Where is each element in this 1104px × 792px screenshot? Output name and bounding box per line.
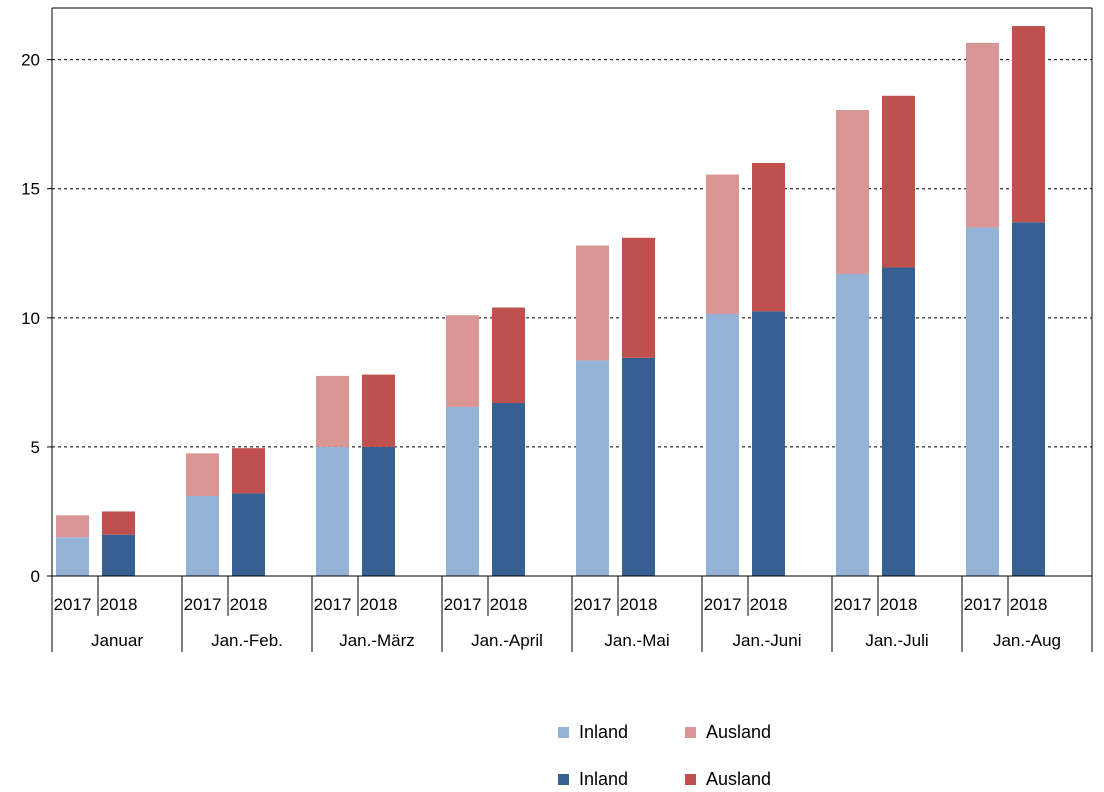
legend-item-2018-inland: Inland: [558, 769, 628, 790]
bar-2017-inland-4: [576, 360, 609, 576]
group-label-2: Jan.-März: [339, 631, 415, 650]
y-tick-label-15: 15: [21, 180, 40, 199]
bar-2017-ausland-2: [316, 375, 349, 447]
legend: Inland Ausland Inland Ausland: [558, 722, 818, 792]
year-label-2018-6: 2018: [880, 595, 918, 614]
bar-2018-inland-5: [752, 311, 785, 576]
bar-2017-ausland-0: [56, 515, 89, 538]
bar-2018-ausland-4: [622, 237, 655, 358]
group-label-7: Jan.-Aug: [993, 631, 1061, 650]
year-label-2018-4: 2018: [620, 595, 658, 614]
group-label-1: Jan.-Feb.: [211, 631, 283, 650]
year-label-2018-7: 2018: [1010, 595, 1048, 614]
bar-2017-ausland-6: [836, 109, 869, 274]
bar-2018-inland-0: [102, 534, 135, 576]
legend-label-2017-inland: Inland: [579, 722, 629, 742]
bar-2017-ausland-3: [446, 315, 479, 407]
stacked-bar-chart: 0 5 10 15 20 2017 2018 Januar 2017 2018 Jan.-Feb.…: [21, 7, 1093, 652]
x-axis-labels: 2017 2018 Januar 2017 2018 Jan.-Feb. 2017 2018 J…: [54, 595, 1061, 650]
group-label-6: Jan.-Juli: [865, 631, 928, 650]
bar-2018-inland-6: [882, 267, 915, 576]
y-tick-label-20: 20: [21, 51, 40, 70]
bar-2017-inland-7: [966, 227, 999, 577]
bar-2018-ausland-3: [492, 307, 525, 404]
legend-row-2018: Inland Ausland: [558, 769, 818, 791]
bar-2018-ausland-6: [882, 95, 915, 268]
legend-item-2017-inland: Inland: [558, 722, 628, 743]
group-label-3: Jan.-April: [471, 631, 543, 650]
bar-2017-ausland-1: [186, 453, 219, 496]
axes: [47, 7, 1093, 652]
bar-2017-inland-1: [186, 495, 219, 576]
year-label-2018-3: 2018: [490, 595, 528, 614]
year-label-2017-2: 2017: [314, 595, 352, 614]
legend-label-2018-ausland: Ausland: [706, 769, 772, 789]
year-label-2017-4: 2017: [574, 595, 612, 614]
legend-label-2018-inland: Inland: [579, 769, 629, 789]
bar-2018-ausland-5: [752, 162, 785, 312]
bar-2018-inland-1: [232, 493, 265, 576]
bar-2018-inland-2: [362, 446, 395, 576]
legend-label-2017-ausland: Ausland: [706, 722, 772, 742]
year-label-2018-2: 2018: [360, 595, 398, 614]
year-label-2017-7: 2017: [964, 595, 1002, 614]
legend-item-2018-ausland: Ausland: [685, 769, 771, 790]
y-tick-label-0: 0: [31, 567, 40, 586]
legend-row-2017: Inland Ausland: [558, 722, 818, 744]
bar-2018-ausland-7: [1012, 26, 1045, 223]
year-label-2017-3: 2017: [444, 595, 482, 614]
year-label-2017-6: 2017: [834, 595, 872, 614]
y-axis-tick-labels: 0 5 10 15 20: [21, 51, 40, 586]
legend-swatch-2018-inland: [558, 774, 569, 785]
bar-2017-ausland-7: [966, 42, 999, 228]
bars: [56, 26, 1045, 577]
y-tick-label-10: 10: [21, 309, 40, 328]
gridlines: [52, 59, 1092, 448]
bar-2018-inland-4: [622, 357, 655, 576]
year-label-2017-1: 2017: [184, 595, 222, 614]
group-label-4: Jan.-Mai: [604, 631, 669, 650]
year-label-2017-0: 2017: [54, 595, 92, 614]
legend-item-2017-ausland: Ausland: [685, 722, 771, 743]
year-label-2017-5: 2017: [704, 595, 742, 614]
bar-2018-ausland-2: [362, 374, 395, 447]
bar-2018-inland-7: [1012, 222, 1045, 577]
year-label-2018-0: 2018: [100, 595, 138, 614]
bar-2017-inland-0: [56, 537, 89, 576]
legend-swatch-2017-ausland: [685, 727, 696, 738]
bar-2017-ausland-5: [706, 174, 739, 314]
bar-2018-inland-3: [492, 403, 525, 576]
legend-swatch-2018-ausland: [685, 774, 696, 785]
group-label-5: Jan.-Juni: [733, 631, 802, 650]
year-label-2018-1: 2018: [230, 595, 268, 614]
year-label-2018-5: 2018: [750, 595, 788, 614]
bar-2017-ausland-4: [576, 245, 609, 361]
bar-2018-ausland-1: [232, 448, 265, 494]
bar-2017-inland-5: [706, 313, 739, 576]
bar-2018-ausland-0: [102, 511, 135, 535]
bar-2017-inland-3: [446, 406, 479, 576]
y-tick-label-5: 5: [31, 438, 40, 457]
group-label-0: Januar: [91, 631, 143, 650]
bar-2017-inland-2: [316, 446, 349, 576]
bar-2017-inland-6: [836, 273, 869, 576]
legend-swatch-2017-inland: [558, 727, 569, 738]
